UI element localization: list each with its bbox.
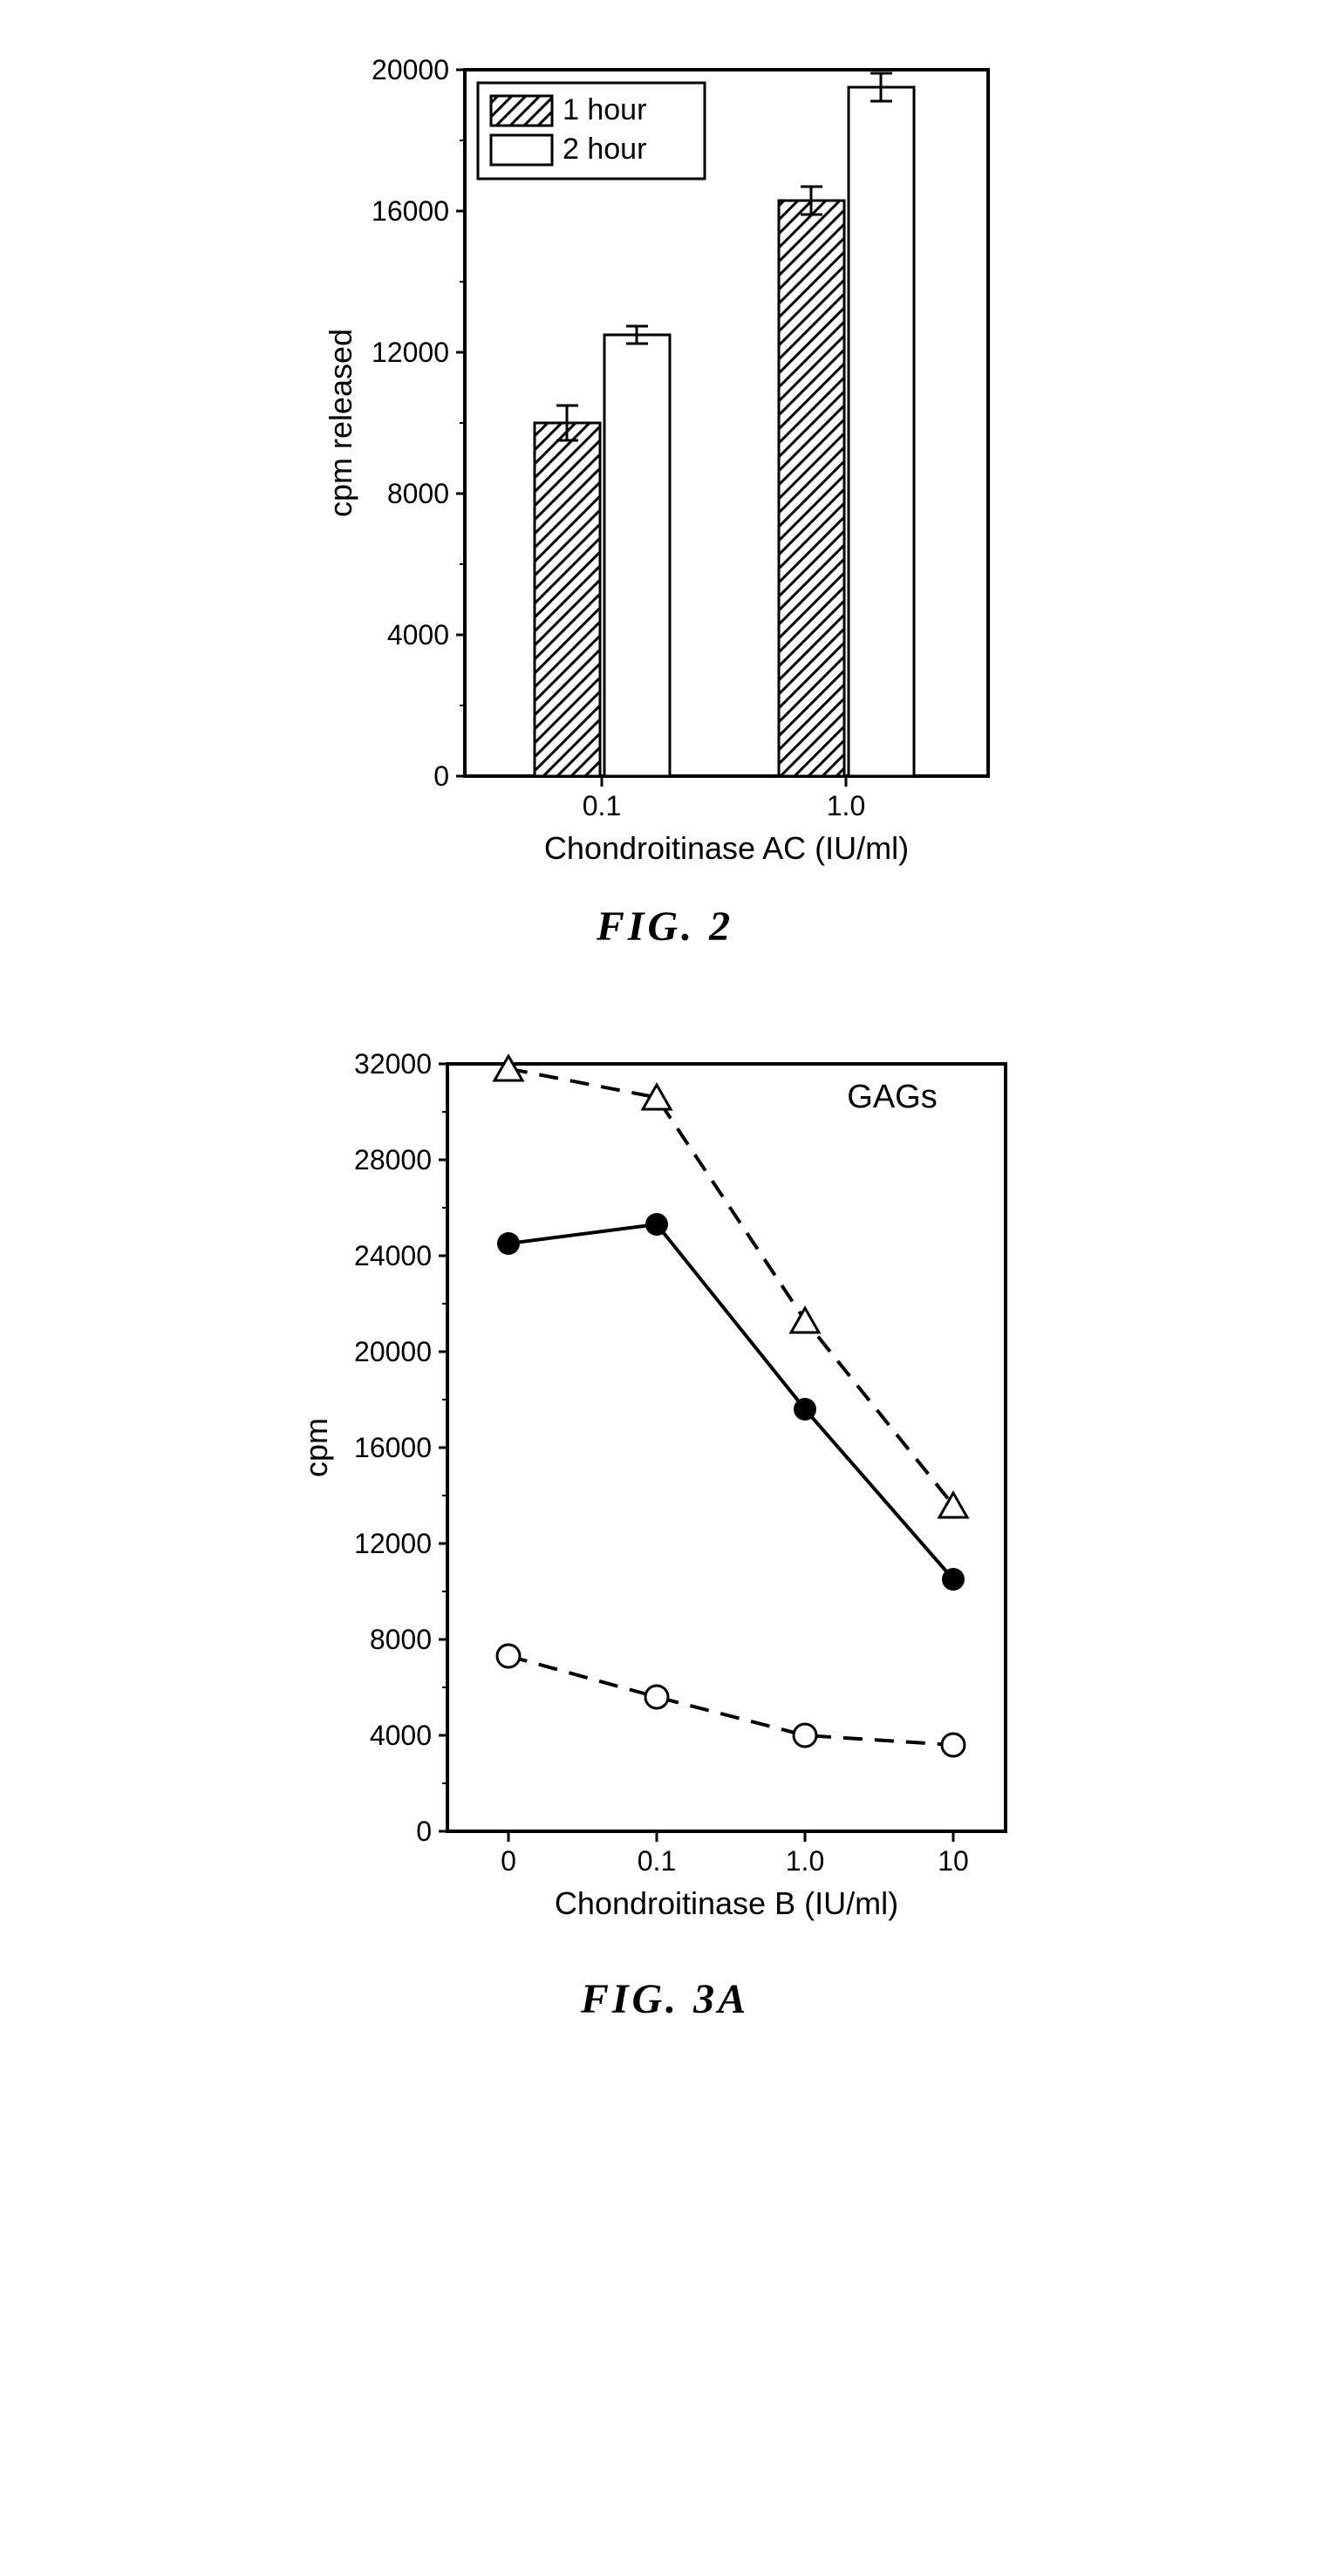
fig2-ytick: 4000 bbox=[386, 619, 464, 651]
fig2-bar-1hour bbox=[535, 423, 600, 776]
circle-filled-marker-icon bbox=[942, 1568, 965, 1591]
circle-open-marker-icon bbox=[645, 1686, 668, 1708]
fig2-bar-1hour bbox=[779, 201, 844, 776]
fig2-bar-2hour bbox=[604, 335, 670, 776]
fig3a-svg: 0 4000 8000 12000 16000 20000 24000 2800… bbox=[282, 1020, 1049, 1962]
circle-open-marker-icon bbox=[794, 1724, 816, 1747]
fig2-xtick-label: 1.0 bbox=[826, 790, 864, 821]
fig2-svg: 0 4000 8000 12000 16000 20000 cpm releas… bbox=[308, 35, 1023, 889]
fig3a-yticks: 0 4000 8000 12000 16000 20000 24000 2800… bbox=[354, 1048, 447, 1847]
fig2-ylabel: cpm released bbox=[323, 329, 358, 517]
fig2-yticks: 0 4000 8000 12000 16000 20000 bbox=[372, 54, 465, 792]
fig3a-ytick-label: 12000 bbox=[354, 1528, 432, 1559]
fig3a-ytick-label: 28000 bbox=[354, 1144, 432, 1176]
circle-filled-marker-icon bbox=[794, 1398, 816, 1421]
fig2-ytick-label: 12000 bbox=[372, 337, 449, 368]
fig3a-xtick-label: 10 bbox=[938, 1845, 969, 1877]
fig2-caption: FIG. 2 bbox=[308, 903, 1023, 951]
figure-2: 0 4000 8000 12000 16000 20000 cpm releas… bbox=[308, 35, 1023, 951]
circle-filled-marker-icon bbox=[645, 1213, 668, 1236]
circle-filled-marker-icon bbox=[497, 1232, 520, 1255]
fig3a-ytick-label: 20000 bbox=[354, 1336, 432, 1367]
fig3a-inside-title: GAGs bbox=[847, 1079, 937, 1115]
fig2-ytick-label: 16000 bbox=[372, 195, 449, 227]
fig3a-xlabel: Chondroitinase B (IU/ml) bbox=[554, 1885, 897, 1921]
fig2-legend: 1 hour 2 hour bbox=[478, 83, 705, 179]
fig2-ytick-label: 8000 bbox=[386, 478, 448, 509]
fig2-bar-2hour bbox=[849, 87, 914, 776]
fig3a-xtick-label: 0 bbox=[501, 1845, 516, 1877]
legend-label: 2 hour bbox=[563, 133, 646, 166]
fig3a-ytick-label: 32000 bbox=[354, 1048, 432, 1080]
fig2-ytick: 0 bbox=[433, 760, 465, 792]
fig2-xlabel: Chondroitinase AC (IU/ml) bbox=[543, 830, 908, 866]
fig2-ytick-label: 20000 bbox=[372, 54, 449, 85]
fig3a-ytick-label: 8000 bbox=[369, 1624, 431, 1655]
fig2-ytick: 16000 bbox=[372, 195, 465, 227]
fig3a-ytick-label: 16000 bbox=[354, 1432, 432, 1463]
fig3a-ylabel: cpm bbox=[298, 1418, 334, 1477]
fig3a-ytick-label: 4000 bbox=[369, 1720, 431, 1751]
fig2-xtick-label: 0.1 bbox=[582, 790, 620, 821]
fig3a-xticks: 0 0.1 1.0 10 bbox=[501, 1831, 969, 1877]
fig2-ytick-label: 0 bbox=[433, 760, 449, 792]
figure-3a: 0 4000 8000 12000 16000 20000 24000 2800… bbox=[282, 1020, 1049, 2023]
circle-open-marker-icon bbox=[497, 1645, 520, 1667]
fig2-ytick: 12000 bbox=[372, 337, 465, 368]
fig3a-xtick-label: 1.0 bbox=[785, 1845, 823, 1877]
circle-open-marker-icon bbox=[942, 1734, 965, 1756]
fig3a-caption: FIG. 3A bbox=[282, 1975, 1049, 2023]
legend-label: 1 hour bbox=[563, 93, 646, 126]
fig3a-xtick-label: 0.1 bbox=[637, 1845, 675, 1877]
fig3a-ytick-label: 0 bbox=[416, 1816, 432, 1847]
fig2-ytick-label: 4000 bbox=[386, 619, 448, 651]
fig3a-ytick-label: 24000 bbox=[354, 1240, 432, 1271]
fig2-ytick: 8000 bbox=[386, 478, 464, 509]
fig2-ytick: 20000 bbox=[372, 54, 465, 85]
